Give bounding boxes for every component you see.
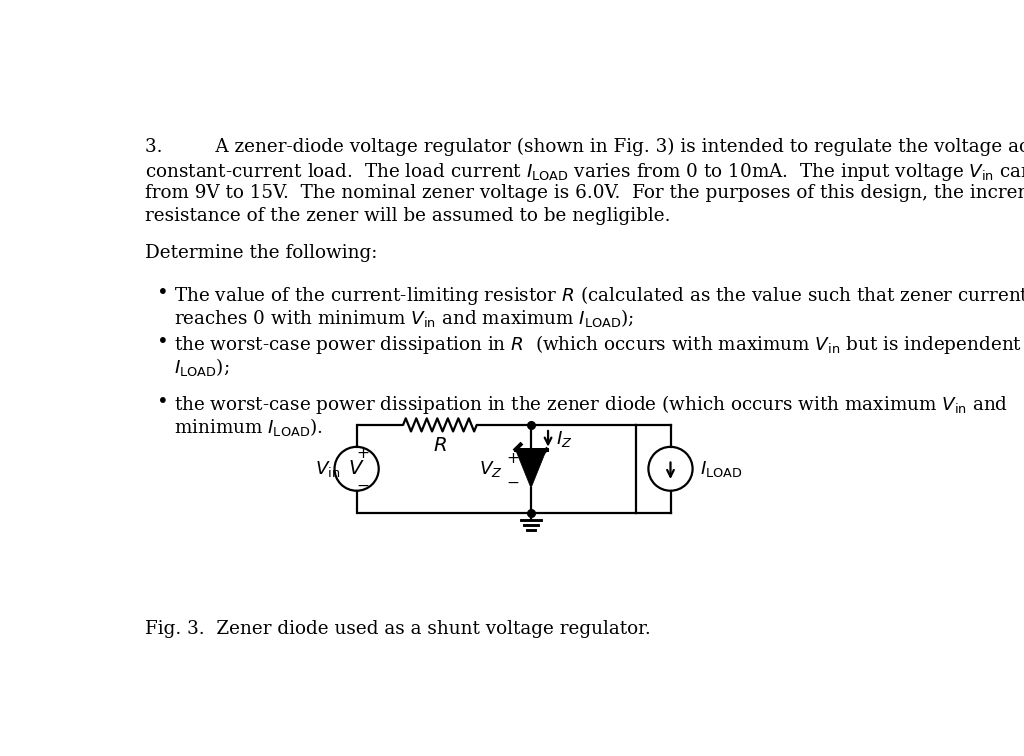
- Text: •: •: [158, 393, 169, 412]
- Text: Determine the following:: Determine the following:: [145, 244, 378, 262]
- Text: resistance of the zener will be assumed to be negligible.: resistance of the zener will be assumed …: [145, 207, 671, 225]
- Text: +: +: [356, 446, 370, 461]
- Text: the worst-case power dissipation in $R$  (which occurs with maximum $V_{\mathrm{: the worst-case power dissipation in $R$ …: [174, 333, 1024, 356]
- Text: Fig. 3.  Zener diode used as a shunt voltage regulator.: Fig. 3. Zener diode used as a shunt volt…: [145, 621, 651, 639]
- Text: $I_{\mathrm{LOAD}}$: $I_{\mathrm{LOAD}}$: [700, 459, 742, 479]
- Text: $V_{\mathrm{in}}$: $V_{\mathrm{in}}$: [314, 459, 340, 479]
- Text: $I_Z$: $I_Z$: [556, 429, 572, 449]
- Text: The value of the current-limiting resistor $R$ (calculated as the value such tha: The value of the current-limiting resist…: [174, 284, 1024, 307]
- Polygon shape: [515, 450, 547, 488]
- Text: $V$: $V$: [348, 460, 365, 479]
- Text: constant-current load.  The load current $I_{\mathrm{LOAD}}$ varies from 0 to 10: constant-current load. The load current …: [145, 161, 1024, 183]
- Text: reaches 0 with minimum $V_{\mathrm{in}}$ and maximum $I_{\mathrm{LOAD}}$);: reaches 0 with minimum $V_{\mathrm{in}}$…: [174, 307, 635, 329]
- Text: minimum $I_{\mathrm{LOAD}}$).: minimum $I_{\mathrm{LOAD}}$).: [174, 417, 324, 438]
- Text: •: •: [158, 284, 169, 303]
- Text: $V_Z$: $V_Z$: [479, 459, 503, 479]
- Text: $-$: $-$: [506, 476, 519, 490]
- Text: from 9V to 15V.  The nominal zener voltage is 6.0V.  For the purposes of this de: from 9V to 15V. The nominal zener voltag…: [145, 184, 1024, 202]
- Text: $-$: $-$: [356, 479, 370, 493]
- Text: the worst-case power dissipation in the zener diode (which occurs with maximum $: the worst-case power dissipation in the …: [174, 393, 1009, 417]
- Text: •: •: [158, 333, 169, 352]
- Text: +: +: [506, 451, 519, 466]
- Text: $R$: $R$: [433, 436, 446, 455]
- Text: 3.         A zener-diode voltage regulator (shown in Fig. 3) is intended to regu: 3. A zener-diode voltage regulator (show…: [145, 138, 1024, 156]
- Text: $I_{\mathrm{LOAD}}$);: $I_{\mathrm{LOAD}}$);: [174, 356, 230, 378]
